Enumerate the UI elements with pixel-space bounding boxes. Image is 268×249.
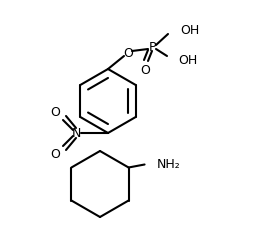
Text: OH: OH <box>180 23 199 37</box>
Text: O: O <box>123 47 133 60</box>
Text: N: N <box>71 126 81 139</box>
Text: O: O <box>50 106 60 119</box>
Text: OH: OH <box>178 54 197 66</box>
Text: P: P <box>148 41 156 54</box>
Text: O: O <box>50 147 60 161</box>
Text: O: O <box>140 63 150 76</box>
Text: NH₂: NH₂ <box>157 158 180 171</box>
